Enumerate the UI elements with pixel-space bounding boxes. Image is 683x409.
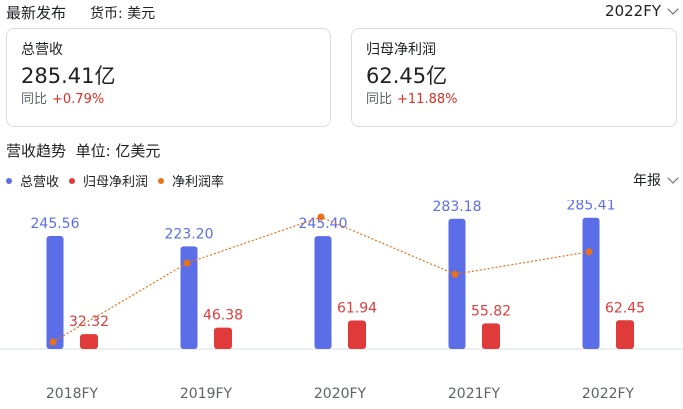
legend-dot-revenue [6, 177, 12, 184]
point-net-margin [183, 259, 191, 267]
trend-unit: 单位: 亿美元 [75, 142, 161, 160]
bar-net-profit [80, 334, 98, 349]
legend-item-revenue[interactable]: 总营收 [6, 171, 59, 190]
data-label-net-profit: 55.82 [471, 303, 511, 319]
data-label-revenue: 283.18 [433, 200, 482, 215]
point-net-margin [49, 338, 57, 346]
net-profit-card[interactable]: 归母净利润 62.45亿 同比 +11.88% [351, 28, 677, 127]
revenue-yoy: 同比 +0.79% [21, 91, 316, 109]
revenue-card[interactable]: 总营收 285.41亿 同比 +0.79% [6, 28, 331, 127]
period-dropdown[interactable]: 年报 [633, 170, 679, 190]
bar-net-profit [616, 320, 634, 349]
revenue-value: 285.41亿 [21, 64, 116, 88]
x-tick-label: 2018FY [46, 386, 99, 402]
net-profit-yoy-delta: +11.88% [397, 92, 458, 107]
revenue-trend-chart: 245.56 32.32 2018FY 223.20 46.38 2019FY 245.40… [0, 200, 683, 402]
legend-label-net-profit: 归母净利润 [83, 175, 149, 190]
point-net-margin [317, 213, 325, 221]
yoy-label: 同比 [21, 92, 48, 107]
chart-legend: 总营收 归母净利润 净利润率 [6, 171, 234, 190]
bar-revenue [46, 236, 64, 349]
data-label-revenue: 223.20 [165, 226, 214, 242]
fiscal-year-dropdown[interactable]: 2022FY [605, 2, 679, 20]
data-label-revenue: 285.41 [567, 200, 616, 214]
page-title: 最新发布 [6, 4, 67, 22]
chevron-down-icon [667, 172, 679, 184]
bar-revenue [448, 218, 466, 349]
trend-title: 营收趋势 单位: 亿美元 [6, 140, 160, 161]
legend-item-net-margin[interactable]: 净利润率 [158, 171, 224, 190]
fiscal-year-value: 2022FY [605, 2, 661, 20]
legend-item-net-profit[interactable]: 归母净利润 [69, 171, 148, 190]
revenue-label: 总营收 [21, 42, 63, 58]
yoy-label: 同比 [366, 92, 393, 107]
bar-net-profit [482, 323, 500, 349]
currency-label: 货币: 美元 [90, 6, 156, 22]
net-profit-yoy: 同比 +11.88% [366, 91, 662, 109]
legend-dot-net-profit [69, 177, 76, 184]
x-tick-label: 2021FY [448, 386, 501, 402]
bar-net-profit [214, 327, 232, 349]
data-label-net-profit: 46.38 [203, 308, 243, 324]
legend-label-revenue: 总营收 [20, 175, 60, 190]
net-profit-value: 62.45亿 [366, 64, 448, 88]
data-label-revenue: 245.56 [31, 216, 80, 232]
x-tick-label: 2022FY [582, 386, 635, 402]
legend-label-net-margin: 净利润率 [172, 175, 225, 190]
data-label-net-profit: 61.94 [337, 301, 377, 317]
data-label-net-profit: 32.32 [69, 314, 109, 330]
x-tick-label: 2019FY [180, 386, 233, 402]
point-net-margin [451, 270, 459, 278]
legend-dot-net-margin [158, 177, 165, 184]
bar-revenue [582, 217, 600, 349]
x-tick-label: 2020FY [314, 386, 367, 402]
trend-title-text: 营收趋势 [6, 142, 67, 160]
point-net-margin [585, 248, 593, 256]
bar-revenue [314, 236, 332, 349]
net-profit-label: 归母净利润 [366, 42, 436, 58]
period-value: 年报 [633, 173, 661, 189]
bar-revenue [180, 246, 198, 349]
data-label-net-profit: 62.45 [605, 300, 645, 316]
chevron-down-icon [667, 3, 679, 15]
bar-net-profit [348, 320, 366, 349]
data-label-revenue: 245.40 [299, 216, 348, 232]
revenue-yoy-delta: +0.79% [52, 92, 105, 107]
header: 最新发布 货币: 美元 2022FY [6, 2, 679, 24]
